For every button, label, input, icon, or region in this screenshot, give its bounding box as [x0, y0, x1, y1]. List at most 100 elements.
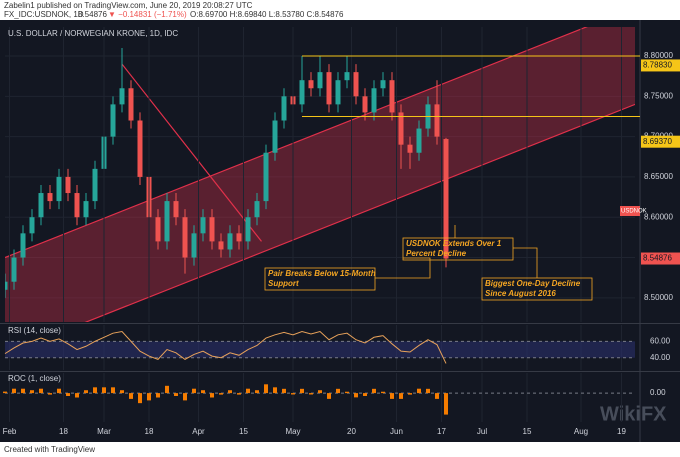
- change: ▼ −0.14831 (−1.71%): [108, 10, 187, 19]
- annotation-line: Pair Breaks Below 15-Month: [268, 269, 376, 278]
- chart-title: U.S. DOLLAR / NORWEGIAN KRONE, 1D, IDC: [8, 29, 178, 38]
- price-label-bg: [641, 135, 680, 148]
- roc-bar: [354, 393, 358, 398]
- roc-bar: [417, 388, 421, 394]
- roc-bar: [246, 388, 250, 394]
- ohlc: O:8.69700 H:8.69840 L:8.53780 C:8.54876: [190, 10, 344, 19]
- candle-body: [155, 217, 161, 242]
- symbol-tag: USDNOK: [621, 209, 647, 215]
- roc-bar: [345, 391, 349, 394]
- candle-body: [5, 281, 8, 290]
- candle-body: [407, 144, 413, 153]
- x-tick-label: 15: [239, 427, 248, 436]
- y-tick-label: 60.00: [650, 336, 671, 345]
- candle-body: [272, 120, 278, 153]
- roc-bar: [3, 391, 7, 394]
- price-pane: [5, 27, 635, 322]
- roc-bar: [39, 388, 43, 394]
- panel-title: RSI (14, close): [8, 326, 61, 335]
- price-label: 8.69370: [643, 137, 672, 146]
- roc-bar: [12, 388, 16, 394]
- roc-bar: [237, 393, 241, 395]
- annotation-line: Support: [268, 279, 299, 288]
- roc-bar: [390, 393, 394, 399]
- roc-bar: [318, 390, 322, 394]
- channel-line: [84, 103, 635, 322]
- roc-bar: [66, 393, 70, 396]
- x-tick-label: 20: [347, 427, 356, 436]
- candle-body: [191, 233, 197, 258]
- roc-bar: [426, 388, 430, 394]
- roc-bar: [84, 390, 88, 394]
- candle-body: [11, 257, 17, 282]
- price-label: 8.78830: [643, 61, 672, 70]
- panel-title: ROC (1, close): [8, 374, 61, 383]
- candle-body: [47, 193, 53, 202]
- annotation-box: [402, 237, 514, 261]
- candle-body: [389, 80, 395, 113]
- x-tick-label: Mar: [97, 427, 111, 436]
- roc-bar: [129, 393, 133, 399]
- candle-body: [443, 139, 449, 259]
- price-label-bg: [641, 59, 680, 72]
- roc-bar: [174, 393, 178, 396]
- y-tick-label: 8.75000: [644, 91, 673, 100]
- candle-body: [326, 72, 332, 105]
- roc-bar: [48, 393, 52, 395]
- candle-body: [344, 72, 350, 81]
- roc-bar: [57, 388, 61, 394]
- roc-bar: [111, 387, 115, 394]
- downtrend-line: [121, 63, 262, 242]
- x-tick-label: May: [285, 427, 300, 436]
- y-tick-label: 8.65000: [644, 172, 673, 181]
- roc-bar: [138, 393, 142, 404]
- candle-body: [434, 104, 440, 137]
- y-tick-label: 8.60000: [644, 212, 673, 221]
- candle-body: [398, 112, 404, 145]
- x-tick-label: Feb: [3, 427, 17, 436]
- roc-bar: [210, 393, 214, 398]
- y-tick-label: 0.00: [650, 388, 666, 397]
- candle-body: [380, 80, 386, 89]
- rsi-band: [5, 341, 635, 358]
- candle-body: [245, 217, 251, 242]
- candle-body: [236, 233, 242, 242]
- annotation-box: [264, 267, 376, 291]
- roc-bar: [399, 393, 403, 399]
- annotation-leader: [513, 247, 538, 278]
- x-tick-label: 18: [145, 427, 154, 436]
- roc-bar: [309, 393, 313, 395]
- y-tick-label: 40.00: [650, 353, 671, 362]
- x-tick-label: 17: [437, 427, 446, 436]
- roc-bar: [75, 393, 79, 398]
- price-label: 8.54876: [643, 254, 672, 263]
- roc-bar: [21, 388, 25, 394]
- annotation-line: Since August 2016: [485, 289, 556, 298]
- candle-body: [74, 193, 80, 218]
- candle-body: [317, 72, 323, 89]
- annotation: Pair Breaks Below 15-Month Support: [268, 269, 376, 288]
- roc-bar: [147, 393, 151, 401]
- candle-body: [137, 120, 143, 177]
- roc-bar: [444, 393, 448, 415]
- roc-bar: [282, 388, 286, 394]
- x-tick-label: Apr: [192, 427, 205, 436]
- candle-body: [65, 176, 71, 194]
- roc-bar: [435, 393, 439, 399]
- x-tick-label: 15: [523, 427, 532, 436]
- roc-bar: [372, 388, 376, 394]
- footer: Created with TradingView: [4, 445, 95, 454]
- roc-bar: [327, 393, 331, 399]
- price-label-bg: [641, 252, 680, 265]
- symbol-tag-bg: [620, 206, 640, 216]
- candle-body: [92, 168, 98, 202]
- x-tick-label: 19: [617, 427, 626, 436]
- channel-fill: [5, 27, 635, 322]
- y-tick-label: 8.50000: [644, 293, 673, 302]
- candle-body: [227, 233, 233, 250]
- roc-bar: [93, 387, 97, 394]
- last-price: 8.54876: [78, 10, 107, 19]
- roc-bar: [30, 390, 34, 394]
- annotation: USDNOK Extends Over 1 Percent Decline: [406, 239, 502, 258]
